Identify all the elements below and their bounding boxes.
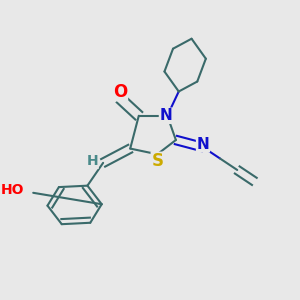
- Text: S: S: [151, 152, 163, 170]
- Text: N: N: [196, 137, 209, 152]
- Text: O: O: [113, 82, 127, 100]
- Text: HO: HO: [1, 183, 25, 197]
- Text: H: H: [86, 154, 98, 168]
- Text: N: N: [160, 108, 172, 123]
